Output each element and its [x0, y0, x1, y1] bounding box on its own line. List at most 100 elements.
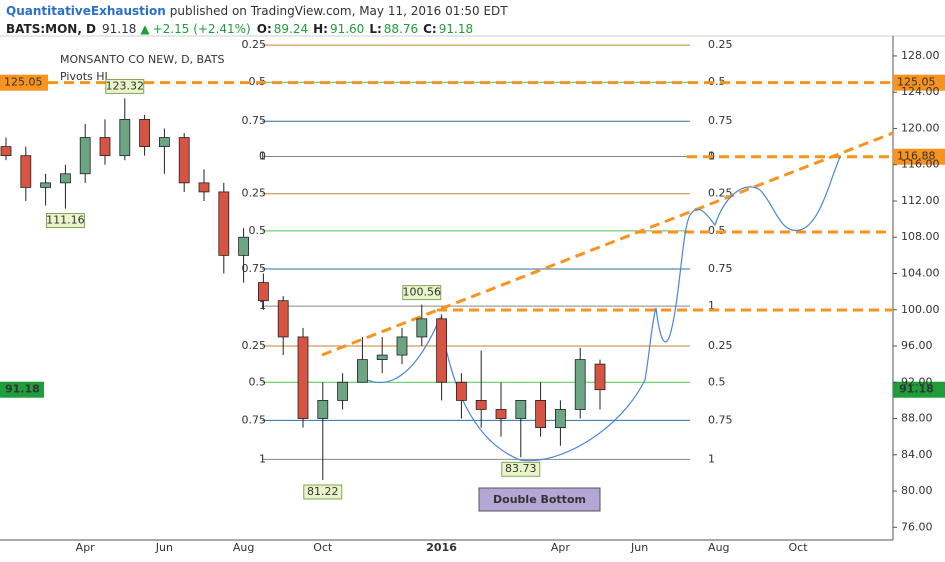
fib-label-left: 0.5 [249, 224, 267, 237]
pivot-label: 123.32 [106, 79, 145, 92]
last-price-label: 91.18 [899, 383, 934, 396]
price-badge [893, 74, 945, 91]
fib-label-left: 0 [259, 150, 266, 163]
price: 91.18 [102, 22, 136, 36]
fib-label-right: 0.75 [708, 262, 733, 275]
fib-label-right: 0.5 [708, 75, 726, 88]
y-tick-label: 108.00 [901, 230, 940, 243]
y-tick-label: 120.00 [901, 121, 940, 134]
candle-body [535, 400, 546, 428]
candle-body [436, 318, 448, 383]
fib-label-right: 0.5 [708, 375, 726, 388]
candle-body [455, 381, 467, 401]
annotation-box [478, 487, 601, 512]
chart-title: MONSANTO CO NEW, D, BATS [60, 53, 224, 66]
y-tick-label: 116.00 [901, 158, 940, 171]
candle-body [158, 137, 170, 147]
candle-body [60, 173, 71, 184]
price-badge-label: 116.88 [897, 150, 936, 163]
pivot-label: 81.22 [307, 485, 339, 498]
candles: 123.32 100.56 111.16 81.22 83.73 [0, 78, 606, 500]
price-badge-label: 125.05 [4, 76, 43, 89]
fib-label-left: 0.75 [242, 262, 267, 275]
y-tick-label: 76.00 [901, 520, 933, 533]
candle-body [0, 146, 12, 157]
ohlc-value: 89.24 [274, 22, 308, 36]
candle-body [257, 282, 269, 302]
fib-label-left: 0.25 [242, 38, 267, 51]
x-tick-label: 2016 [426, 541, 457, 554]
pivot-label-box [46, 213, 85, 228]
y-tick-label: 80.00 [901, 484, 933, 497]
y-tick-label: 92.00 [901, 375, 933, 388]
candle-body [515, 400, 527, 419]
candle-body [139, 118, 151, 147]
fib-group: 0.250.250.50.50.750.7511000.250.250.50.5… [242, 38, 733, 465]
candle-body [376, 354, 388, 361]
candle-body [594, 363, 606, 391]
y-tick-label: 96.00 [901, 339, 933, 352]
trend-line [321, 131, 894, 357]
pivot-label-box [402, 285, 442, 301]
fib-label-left: 0.75 [242, 114, 267, 127]
x-tick-label: Jun [155, 541, 173, 554]
author[interactable]: QuantitativeExhaustion [6, 4, 166, 18]
fib-label-left: 0.25 [242, 339, 267, 352]
ohlc-value: 91.18 [439, 22, 473, 36]
price-badge [893, 148, 945, 165]
candle-body [119, 118, 131, 157]
candle-body [277, 300, 289, 338]
fib-label-left: 0.25 [242, 187, 267, 200]
published: published on TradingView.com, May 11, 20… [170, 4, 509, 18]
candle-body [555, 409, 566, 428]
y-tick-label: 100.00 [901, 303, 940, 316]
candle-body [317, 400, 329, 419]
annotation: Double Bottom [493, 493, 586, 506]
pivot-label-box [501, 461, 541, 477]
price-lines: 125.05 125.05 116.88 91.18 91.18 [0, 74, 945, 398]
candle-body [416, 318, 428, 338]
y-tick-label: 128.00 [901, 49, 940, 62]
x-tick-label: Apr [551, 541, 571, 554]
fib-label-right: 1 [708, 452, 715, 465]
candle-body [198, 182, 210, 193]
symbol: BATS:MON, D [6, 22, 96, 36]
y-tick-label: 88.00 [901, 412, 933, 425]
pivot-label-box [303, 484, 343, 500]
pivot-label: 100.56 [403, 286, 442, 299]
fib-label-left: 0.5 [249, 375, 267, 388]
candle-body [40, 182, 51, 188]
x-tick-label: Apr [76, 541, 96, 554]
fib-label-left: 1 [259, 299, 266, 312]
ohlc-key: C: [423, 22, 437, 36]
price-badge-label: 125.05 [897, 76, 936, 89]
candle-body [574, 359, 586, 410]
candle-body [238, 236, 250, 256]
y-tick-label: 112.00 [901, 194, 940, 207]
price-badge [0, 74, 48, 91]
fib-label-right: 0.75 [708, 413, 733, 426]
fib-label-right: 1 [708, 299, 715, 312]
last-price-badge [893, 381, 945, 398]
y-tick-label: 104.00 [901, 266, 940, 279]
x-tick-label: Aug [233, 541, 254, 554]
candle-body [396, 336, 408, 356]
candle-body [178, 137, 190, 184]
last-price-badge [0, 381, 44, 398]
pivot-label: 111.16 [46, 214, 85, 227]
indicator-name: Pivots HL [60, 70, 111, 83]
last-price-label: 91.18 [5, 383, 40, 396]
candle-body [337, 381, 349, 401]
ohlc-value: 91.60 [330, 22, 364, 36]
fib-label-right: 0.5 [708, 224, 726, 237]
candle-body [218, 191, 230, 256]
fib-label-left: 0.75 [242, 413, 267, 426]
candle-body [356, 359, 368, 383]
x-tick-label: Aug [708, 541, 729, 554]
quote-line: BATS:MON, D 91.18 ▲ +2.15 (+2.41%) O: 89.24 H:… [6, 22, 473, 36]
ohlc-key: H: [313, 22, 328, 36]
change: +2.15 (+2.41%) [153, 22, 251, 36]
pivot-label-box [105, 78, 145, 94]
pivot-label: 83.73 [505, 462, 537, 475]
